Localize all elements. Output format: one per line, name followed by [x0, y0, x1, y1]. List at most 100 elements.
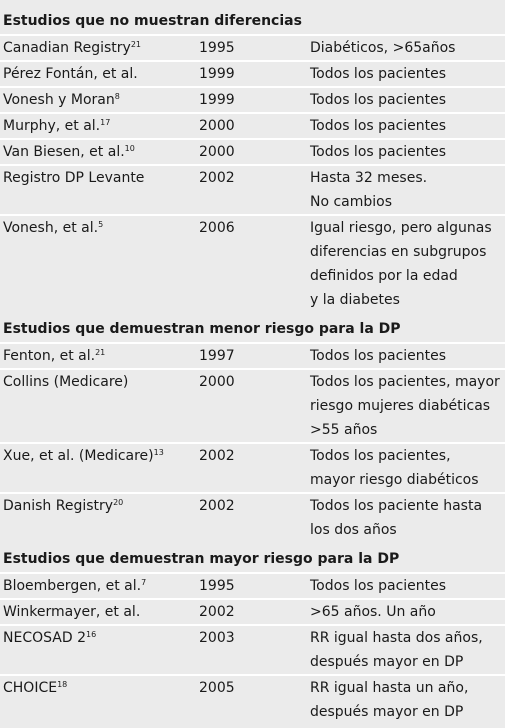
study-cell: CHOICE18	[0, 676, 199, 724]
study-name: Collins (Medicare)	[3, 374, 129, 390]
description-line: después mayor en DP	[310, 704, 464, 720]
year-cell: 1999	[199, 92, 235, 108]
study-name: NECOSAD 2	[3, 630, 86, 646]
description-cell: Todos los pacientes	[307, 344, 505, 368]
reference: 20	[113, 498, 124, 507]
year-cell: 2003	[199, 630, 235, 646]
year-cell: 2000	[199, 374, 235, 390]
study-name: Registro DP Levante	[3, 170, 145, 186]
study-name: CHOICE	[3, 680, 58, 696]
description-line: Todos los pacientes	[310, 578, 447, 594]
reference: 13	[153, 448, 164, 457]
description-line: RR igual hasta un año,	[310, 680, 469, 696]
description-line: Todos los pacientes	[310, 66, 447, 82]
section: Estudios que demuestran menor riesgo par…	[0, 312, 505, 542]
description-line: Hasta 32 meses.	[310, 170, 428, 186]
description-cell: RR igual hasta un año, después mayor en D…	[307, 676, 505, 724]
table-row: Collins (Medicare) 2000 Todos los paciente…	[0, 368, 505, 442]
reference: 10	[124, 144, 135, 153]
description-line: RR igual hasta dos años,	[310, 630, 483, 646]
table-row: Canadian Registry21 1995 Diabéticos, >65añ…	[0, 34, 505, 60]
study-cell: Collins (Medicare)	[0, 370, 199, 442]
reference: 18	[57, 680, 68, 689]
study-cell: Registro DP Levante	[0, 166, 199, 214]
year-cell: 2002	[199, 498, 235, 514]
description-line: Todos los pacientes	[310, 144, 447, 160]
study-name: Canadian Registry	[3, 40, 131, 56]
description-line: Todos los pacientes, mayor	[310, 374, 500, 390]
table-row: Winkermayer, et al. 2002 >65 años. Un año	[0, 598, 505, 624]
table-row: Registro DP Levante 2002 Hasta 32 meses. No…	[0, 164, 505, 214]
study-cell: Vonesh, et al.5	[0, 216, 199, 312]
study-cell: NECOSAD 216	[0, 626, 199, 674]
table-row: Pérez Fontán, et al. 1999 Todos los pacien…	[0, 60, 505, 86]
description-line: riesgo mujeres diabéticas	[310, 398, 491, 414]
description-cell: Todos los pacientes	[307, 62, 505, 86]
study-cell: Van Biesen, et al.10	[0, 140, 199, 164]
table-row: Xue, et al. (Medicare)13 2002 Todos los pa…	[0, 442, 505, 492]
description-line: Todos los pacientes	[310, 118, 447, 134]
description-line: y la diabetes	[310, 292, 400, 308]
description-cell: Todos los pacientes	[307, 140, 505, 164]
year-cell: 2002	[199, 604, 235, 620]
description-line: Todos los pacientes	[310, 348, 447, 364]
table-row: Danish Registry20 2002 Todos los paciente …	[0, 492, 505, 542]
table-row: Bloembergen, et al.7 1995 Todos los pacien…	[0, 572, 505, 598]
reference: 21	[95, 348, 106, 357]
reference: 21	[130, 40, 141, 49]
year-cell: 2002	[199, 170, 235, 186]
study-name: Murphy, et al.	[3, 118, 101, 134]
description-line: los dos años	[310, 522, 397, 538]
description-cell: >65 años. Un año	[307, 600, 505, 624]
reference: 17	[100, 118, 111, 127]
section: Estudios que demuestran mayor riesgo par…	[0, 542, 505, 724]
study-name: Pérez Fontán, et al.	[3, 66, 138, 82]
description-line: No cambios	[310, 194, 393, 210]
description-cell: Todos los pacientes, mayor riesgo mujeres…	[307, 370, 505, 442]
study-cell: Bloembergen, et al.7	[0, 574, 199, 598]
section-title: Estudios que no muestran diferencias	[3, 13, 302, 29]
section-title: Estudios que demuestran mayor riesgo par…	[3, 551, 400, 567]
year-cell: 2006	[199, 220, 235, 236]
study-cell: Murphy, et al.17	[0, 114, 199, 138]
study-cell: Canadian Registry21	[0, 36, 199, 60]
section: Estudios que no muestran diferencias Cana…	[0, 4, 505, 312]
description-cell: Hasta 32 meses. No cambios	[307, 166, 505, 214]
description-line: Diabéticos, >65años	[310, 40, 456, 56]
study-cell: Pérez Fontán, et al.	[0, 62, 199, 86]
reference: 8	[114, 92, 120, 101]
study-name: Danish Registry	[3, 498, 114, 514]
description-cell: Todos los pacientes	[307, 88, 505, 112]
description-cell: Igual riesgo, pero algunas diferencias en…	[307, 216, 505, 312]
table-row: Vonesh, et al.5 2006 Igual riesgo, pero al…	[0, 214, 505, 312]
description-line: mayor riesgo diabéticos	[310, 472, 479, 488]
description-cell: Todos los pacientes	[307, 114, 505, 138]
reference: 5	[98, 220, 104, 229]
study-name: Fenton, et al.	[3, 348, 96, 364]
section-title: Estudios que demuestran menor riesgo par…	[3, 321, 401, 337]
year-cell: 1995	[199, 40, 235, 56]
study-cell: Winkermayer, et al.	[0, 600, 199, 624]
study-cell: Fenton, et al.21	[0, 344, 199, 368]
description-line: diferencias en subgrupos	[310, 244, 487, 260]
year-cell: 2005	[199, 680, 235, 696]
table-row: Van Biesen, et al.10 2000 Todos los pacien…	[0, 138, 505, 164]
table-row: Fenton, et al.21 1997 Todos los pacientes	[0, 342, 505, 368]
study-cell: Xue, et al. (Medicare)13	[0, 444, 199, 492]
description-cell: Todos los pacientes, mayor riesgo diabéti…	[307, 444, 505, 492]
description-line: >65 años. Un año	[310, 604, 436, 620]
table-row: Vonesh y Moran8 1999 Todos los pacientes	[0, 86, 505, 112]
table-row: Murphy, et al.17 2000 Todos los pacientes	[0, 112, 505, 138]
description-line: definidos por la edad	[310, 268, 458, 284]
study-name: Vonesh, et al.	[3, 220, 99, 236]
year-cell: 1995	[199, 578, 235, 594]
year-cell: 1997	[199, 348, 235, 364]
description-line: >55 años	[310, 422, 378, 438]
table-row: NECOSAD 216 2003 RR igual hasta dos años, d…	[0, 624, 505, 674]
study-cell: Danish Registry20	[0, 494, 199, 542]
reference: 7	[141, 578, 147, 587]
year-cell: 2002	[199, 448, 235, 464]
table-row: CHOICE18 2005 RR igual hasta un año, despué…	[0, 674, 505, 724]
